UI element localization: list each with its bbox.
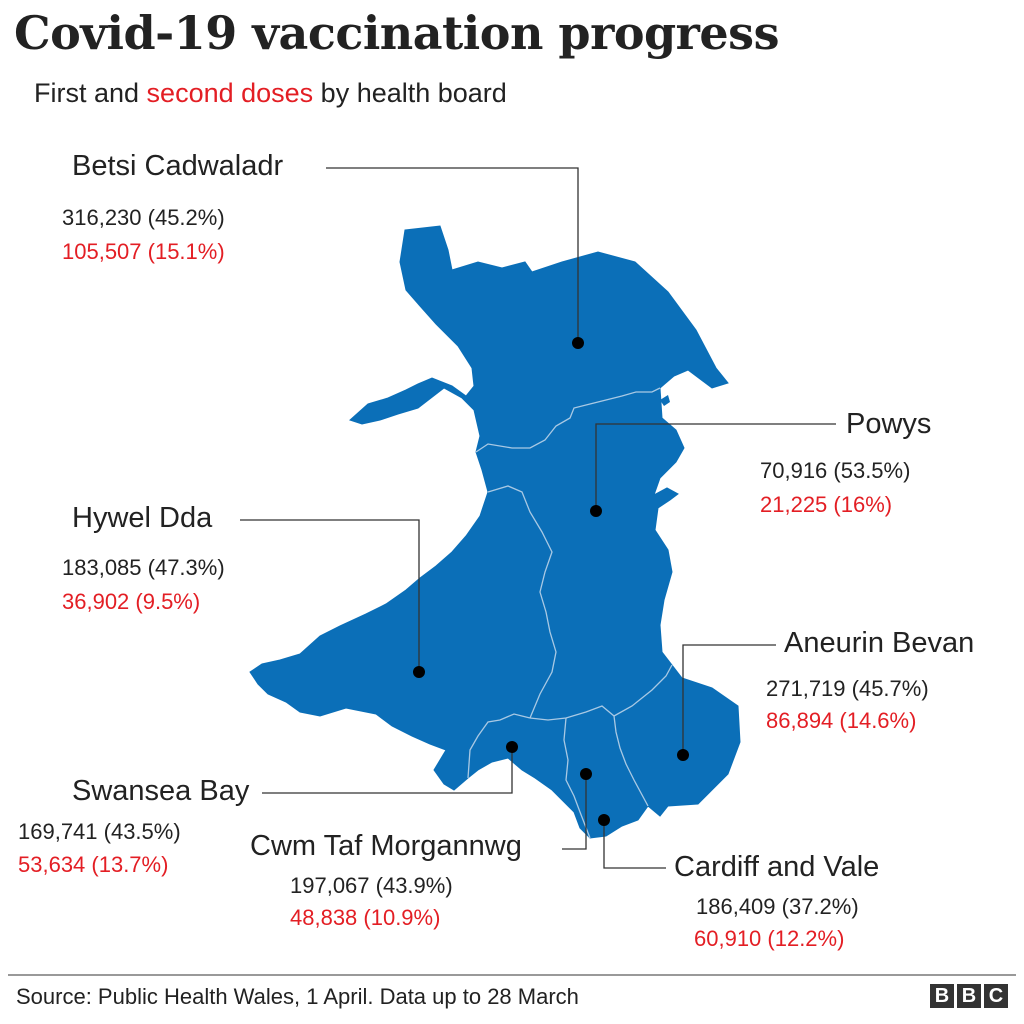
first-dose-aneurin: 271,719 (45.7%) [766, 676, 929, 701]
first-dose-betsi: 316,230 (45.2%) [62, 205, 225, 230]
marker-betsi [572, 337, 584, 349]
region-name-betsi: Betsi Cadwaladr [72, 150, 284, 182]
marker-swansea [506, 741, 518, 753]
first-dose-cardiff: 186,409 (37.2%) [696, 894, 859, 919]
wales-landmass [249, 225, 741, 839]
first-dose-cwmtaf: 197,067 (43.9%) [290, 873, 453, 898]
leader-lines [240, 167, 836, 869]
marker-cwmtaf [580, 768, 592, 780]
region-name-cardiff: Cardiff and Vale [674, 851, 880, 883]
first-dose-swansea: 169,741 (43.5%) [18, 819, 181, 844]
marker-hywel [413, 666, 425, 678]
chart-title: Covid-19 vaccination progress [14, 6, 779, 60]
marker-aneurin [677, 749, 689, 761]
region-name-powys: Powys [846, 408, 932, 440]
footer-divider [8, 974, 1016, 976]
subtitle-suffix: by health board [313, 78, 507, 108]
region-name-cwmtaf: Cwm Taf Morgannwg [250, 830, 522, 862]
bbc-logo: B B C [930, 984, 1008, 1008]
logo-letter-c: C [984, 984, 1008, 1008]
chart-subtitle: First and second doses by health board [34, 78, 507, 109]
second-dose-powys: 21,225 (16%) [760, 492, 893, 517]
subtitle-highlight: second doses [146, 78, 314, 108]
region-name-aneurin: Aneurin Bevan [784, 627, 975, 659]
second-dose-swansea: 53,634 (13.7%) [18, 852, 169, 877]
second-dose-cardiff: 60,910 (12.2%) [694, 926, 845, 951]
second-dose-aneurin: 86,894 (14.6%) [766, 708, 917, 733]
second-dose-hywel: 36,902 (9.5%) [62, 589, 201, 614]
region-name-hywel: Hywel Dda [72, 502, 213, 534]
island [660, 395, 670, 406]
logo-letter-b2: B [957, 984, 981, 1008]
marker-powys [590, 505, 602, 517]
first-dose-hywel: 183,085 (47.3%) [62, 555, 225, 580]
logo-letter-b1: B [930, 984, 954, 1008]
subtitle-prefix: First and [34, 78, 147, 108]
second-dose-cwmtaf: 48,838 (10.9%) [290, 905, 441, 930]
region-name-swansea: Swansea Bay [72, 775, 250, 807]
region-markers [413, 337, 689, 826]
board-boundaries [467, 387, 673, 839]
second-dose-betsi: 105,507 (15.1%) [62, 239, 225, 264]
first-dose-powys: 70,916 (53.5%) [760, 458, 911, 483]
source-note: Source: Public Health Wales, 1 April. Da… [16, 984, 579, 1009]
marker-cardiff [598, 814, 610, 826]
